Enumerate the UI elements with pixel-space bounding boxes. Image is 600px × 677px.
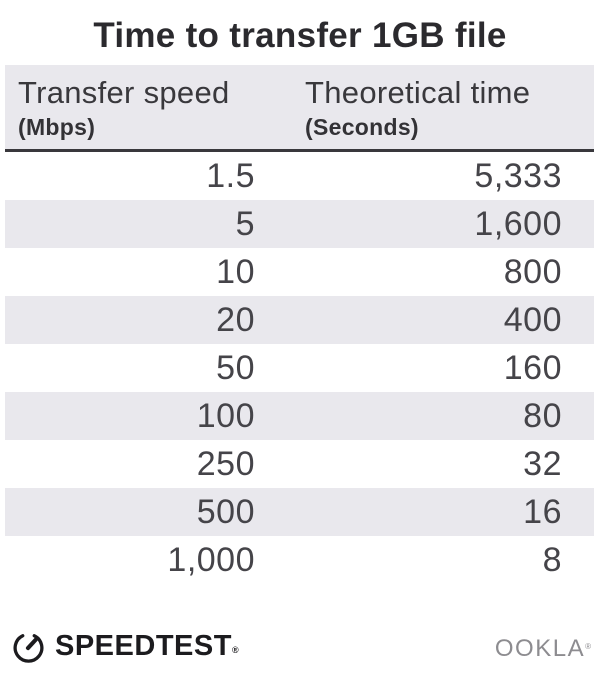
time-value: 5,333 bbox=[474, 157, 562, 195]
column-label: Theoretical time bbox=[305, 75, 531, 110]
speed-value: 500 bbox=[196, 493, 255, 531]
table-row: 250 32 bbox=[5, 440, 594, 488]
column-unit: (Mbps) bbox=[18, 114, 96, 141]
speed-value: 5 bbox=[235, 205, 255, 243]
column-header-theoretical-time: Theoretical time (Seconds) bbox=[263, 65, 594, 149]
transfer-time-table: Transfer speed (Mbps) Theoretical time (… bbox=[5, 65, 594, 584]
table-row: 50 160 bbox=[5, 344, 594, 392]
table-row: 20 400 bbox=[5, 296, 594, 344]
time-value: 8 bbox=[542, 541, 562, 579]
speed-value: 10 bbox=[216, 253, 255, 291]
table-row: 5 1,600 bbox=[5, 200, 594, 248]
time-value: 16 bbox=[523, 493, 562, 531]
speed-value: 250 bbox=[196, 445, 255, 483]
speedtest-wordmark: SPEEDTEST® bbox=[55, 628, 239, 665]
speed-value: 1.5 bbox=[206, 157, 255, 195]
time-value: 160 bbox=[503, 349, 562, 387]
time-value: 80 bbox=[523, 397, 562, 435]
table-row: 1,000 8 bbox=[5, 536, 594, 584]
registered-trademark-icon: ® bbox=[585, 642, 591, 651]
speedtest-text: SPEEDTEST bbox=[55, 630, 232, 662]
table-row: 100 80 bbox=[5, 392, 594, 440]
table-row: 1.5 5,333 bbox=[5, 152, 594, 200]
speedtest-gauge-icon bbox=[13, 634, 44, 663]
table-row: 500 16 bbox=[5, 488, 594, 536]
speedtest-logo: SPEEDTEST® bbox=[10, 628, 239, 665]
speed-value: 50 bbox=[216, 349, 255, 387]
time-value: 1,600 bbox=[474, 205, 562, 243]
footer: SPEEDTEST® OOKLA® bbox=[0, 626, 600, 670]
ookla-text: OOKLA bbox=[494, 635, 586, 662]
table-row: 10 800 bbox=[5, 248, 594, 296]
time-value: 800 bbox=[503, 253, 562, 291]
page-title: Time to transfer 1GB file bbox=[93, 16, 507, 55]
speed-value: 100 bbox=[196, 397, 255, 435]
column-header-transfer-speed: Transfer speed (Mbps) bbox=[5, 65, 263, 149]
time-value: 32 bbox=[523, 445, 562, 483]
speed-value: 20 bbox=[216, 301, 255, 339]
registered-trademark-icon: ® bbox=[231, 645, 240, 655]
table-header-row: Transfer speed (Mbps) Theoretical time (… bbox=[5, 65, 594, 152]
ookla-wordmark: OOKLA® bbox=[495, 637, 591, 661]
column-unit: (Seconds) bbox=[305, 114, 419, 141]
speed-value: 1,000 bbox=[167, 541, 255, 579]
column-label: Transfer speed bbox=[18, 75, 230, 110]
time-value: 400 bbox=[503, 301, 562, 339]
